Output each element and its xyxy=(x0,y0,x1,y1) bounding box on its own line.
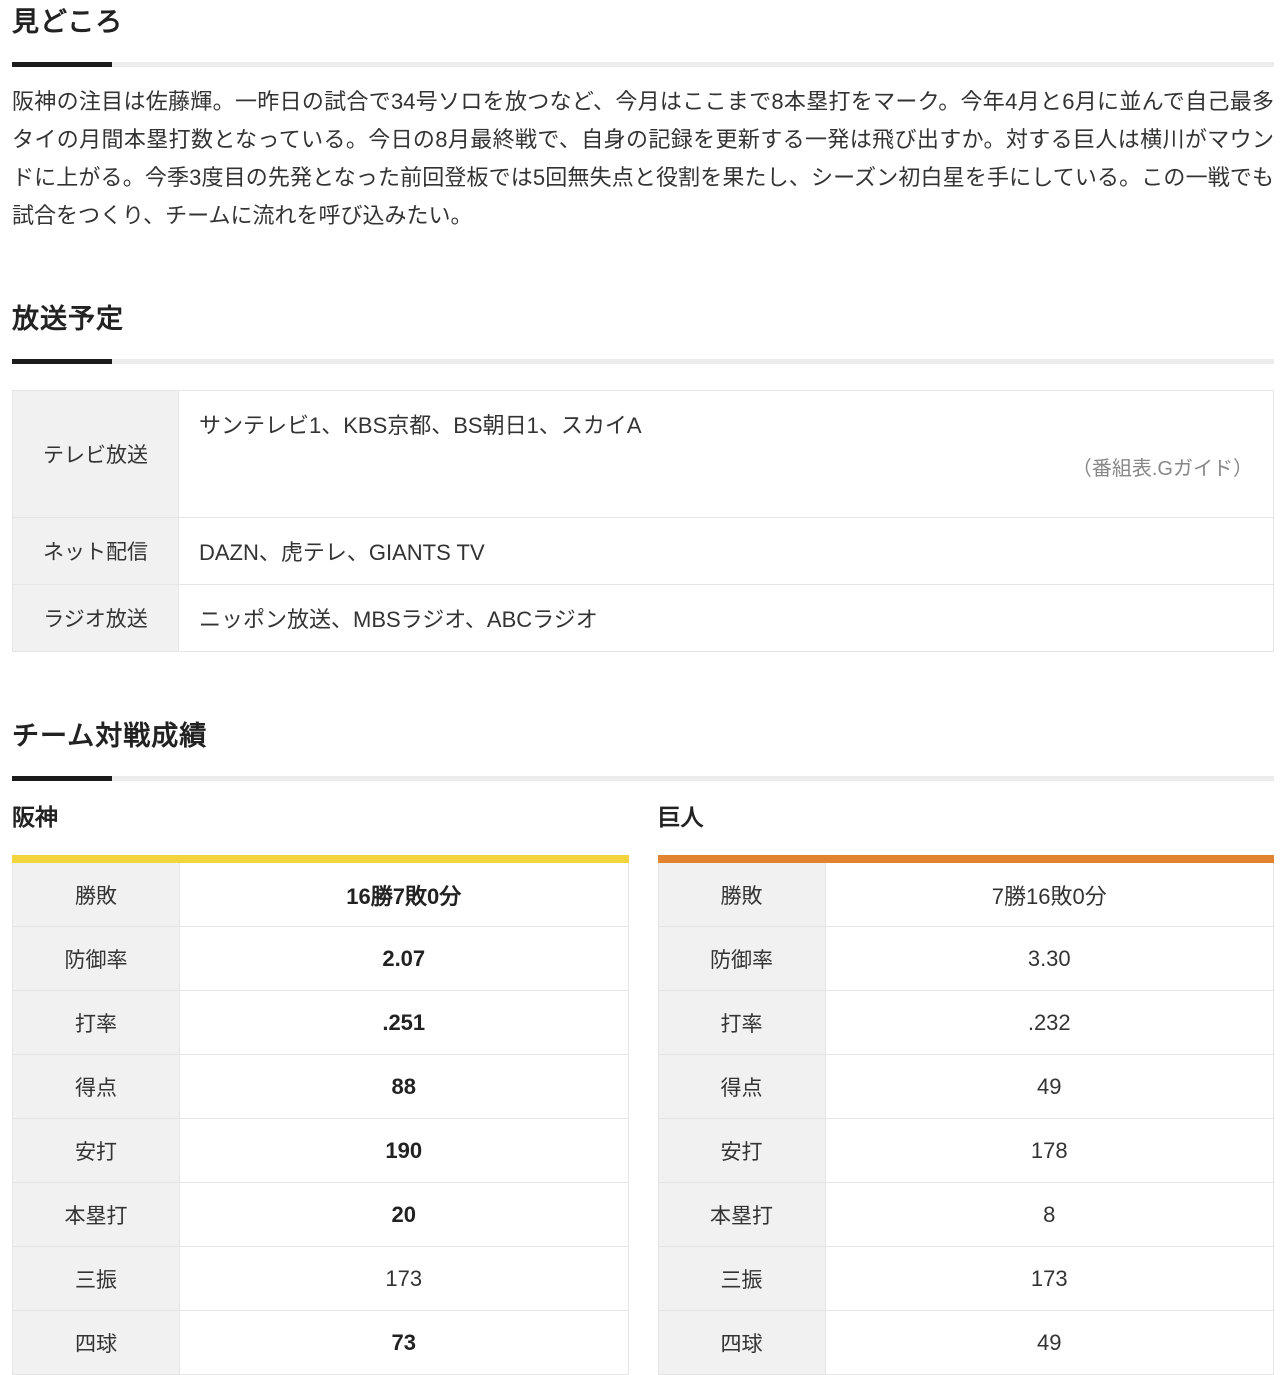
rule-accent xyxy=(12,62,112,67)
team-accent-bar-giants xyxy=(657,855,1274,863)
broadcast-label-tv: テレビ放送 xyxy=(12,390,179,518)
broadcast-row-tv: テレビ放送 サンテレビ1、KBS京都、BS朝日1、スカイA （番組表.Gガイド） xyxy=(12,390,1274,518)
section-rule xyxy=(12,359,1274,364)
section-rule xyxy=(12,776,1274,781)
table-row: 安打 190 xyxy=(12,1118,629,1183)
stat-label: 防御率 xyxy=(657,926,826,991)
table-row: 本塁打 8 xyxy=(657,1182,1274,1247)
rule-accent xyxy=(12,776,112,781)
stat-value: 73 xyxy=(179,1310,629,1375)
stat-value: 16勝7敗0分 xyxy=(179,863,629,927)
team-name-hanshin: 阪神 xyxy=(12,804,58,830)
stat-value: 173 xyxy=(824,1246,1274,1311)
stats-table-giants: 勝敗 7勝16敗0分 防御率 3.30 打率 .232 得点 xyxy=(657,863,1274,1375)
head-to-head-title: チーム対戦成績 xyxy=(12,721,208,751)
section-rule xyxy=(12,62,1274,67)
teams-grid: 阪神 勝敗 16勝7敗0分 防御率 2.07 打率 xyxy=(12,781,1274,1375)
table-row: 打率 .232 xyxy=(657,990,1274,1055)
stat-value: .232 xyxy=(824,990,1274,1055)
table-row: 三振 173 xyxy=(657,1246,1274,1311)
broadcast-label-radio: ラジオ放送 xyxy=(12,584,179,652)
stat-label: 安打 xyxy=(12,1118,180,1183)
stat-value: 8 xyxy=(824,1182,1274,1247)
table-row: 本塁打 20 xyxy=(12,1182,629,1247)
section-highlights: 見どころ 阪神の注目は佐藤輝。一昨日の試合で34号ソロを放つなど、今月はここまで… xyxy=(12,0,1274,235)
section-head-to-head: チーム対戦成績 阪神 勝敗 16勝7敗0分 防御率 2.07 xyxy=(12,714,1274,1375)
stat-label: 本塁打 xyxy=(657,1182,826,1247)
broadcast-row-radio: ラジオ放送 ニッポン放送、MBSラジオ、ABCラジオ xyxy=(12,584,1274,652)
table-row: 得点 49 xyxy=(657,1054,1274,1119)
table-row: 安打 178 xyxy=(657,1118,1274,1183)
stat-value: .251 xyxy=(179,990,629,1055)
stat-value: 20 xyxy=(179,1182,629,1247)
section-broadcast: 放送予定 テレビ放送 サンテレビ1、KBS京都、BS朝日1、スカイA （番組表.… xyxy=(12,297,1274,652)
stat-label: 打率 xyxy=(12,990,180,1055)
table-row: 得点 88 xyxy=(12,1054,629,1119)
broadcast-value-tv: サンテレビ1、KBS京都、BS朝日1、スカイA xyxy=(199,413,642,438)
table-row: 防御率 3.30 xyxy=(657,926,1274,991)
broadcast-table: テレビ放送 サンテレビ1、KBS京都、BS朝日1、スカイA （番組表.Gガイド）… xyxy=(12,390,1274,652)
table-row: 打率 .251 xyxy=(12,990,629,1055)
table-row: 四球 49 xyxy=(657,1310,1274,1375)
stat-value: 49 xyxy=(824,1310,1274,1375)
highlights-paragraph: 阪神の注目は佐藤輝。一昨日の試合で34号ソロを放つなど、今月はここまで8本塁打を… xyxy=(12,89,1274,228)
stat-label: 三振 xyxy=(12,1246,180,1311)
stat-label: 勝敗 xyxy=(12,863,180,927)
program-guide-link[interactable]: （番組表.Gガイド） xyxy=(1071,458,1253,480)
broadcast-value-net: DAZN、虎テレ、GIANTS TV xyxy=(178,517,1274,585)
broadcast-value-cell: サンテレビ1、KBS京都、BS朝日1、スカイA （番組表.Gガイド） xyxy=(178,390,1274,518)
team-block-giants: 巨人 勝敗 7勝16敗0分 防御率 3.30 打率 xyxy=(657,781,1274,1375)
stat-label: 打率 xyxy=(657,990,826,1055)
highlights-title: 見どころ xyxy=(12,7,124,37)
broadcast-title: 放送予定 xyxy=(12,304,124,334)
stat-label: 得点 xyxy=(12,1054,180,1119)
table-row: 防御率 2.07 xyxy=(12,926,629,991)
stat-value: 190 xyxy=(179,1118,629,1183)
stat-label: 本塁打 xyxy=(12,1182,180,1247)
stat-value: 88 xyxy=(179,1054,629,1119)
broadcast-label-net: ネット配信 xyxy=(12,517,179,585)
team-block-hanshin: 阪神 勝敗 16勝7敗0分 防御率 2.07 打率 xyxy=(12,781,629,1375)
stats-table-hanshin: 勝敗 16勝7敗0分 防御率 2.07 打率 .251 得点 xyxy=(12,863,629,1375)
table-row: 勝敗 16勝7敗0分 xyxy=(12,863,629,927)
table-row: 勝敗 7勝16敗0分 xyxy=(657,863,1274,927)
stat-value: 49 xyxy=(824,1054,1274,1119)
team-accent-bar-hanshin xyxy=(12,855,629,863)
stat-value: 2.07 xyxy=(179,926,629,991)
stat-label: 三振 xyxy=(657,1246,826,1311)
stat-value: 3.30 xyxy=(824,926,1274,991)
stat-value: 173 xyxy=(179,1246,629,1311)
stat-label: 安打 xyxy=(657,1118,826,1183)
team-name-giants: 巨人 xyxy=(657,804,704,830)
stat-label: 四球 xyxy=(657,1310,826,1375)
stat-label: 防御率 xyxy=(12,926,180,991)
stat-value: 7勝16敗0分 xyxy=(824,863,1274,927)
broadcast-value-radio: ニッポン放送、MBSラジオ、ABCラジオ xyxy=(178,584,1274,652)
stat-label: 得点 xyxy=(657,1054,826,1119)
stat-value: 178 xyxy=(824,1118,1274,1183)
broadcast-row-net: ネット配信 DAZN、虎テレ、GIANTS TV xyxy=(12,517,1274,585)
rule-accent xyxy=(12,359,112,364)
stat-label: 勝敗 xyxy=(657,863,826,927)
table-row: 四球 73 xyxy=(12,1310,629,1375)
table-row: 三振 173 xyxy=(12,1246,629,1311)
stat-label: 四球 xyxy=(12,1310,180,1375)
